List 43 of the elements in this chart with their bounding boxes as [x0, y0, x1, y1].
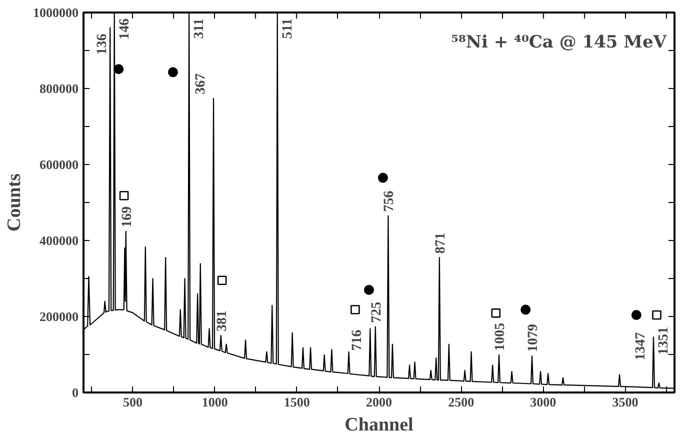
y-tick-label: 400000 — [40, 233, 78, 248]
point — [364, 284, 374, 295]
annotation: ⁵⁸Ni + ⁴⁰Ca @ 145 MeV — [451, 32, 668, 52]
y-tick-label: 1000000 — [33, 5, 78, 20]
annotation: 1351 — [656, 326, 672, 355]
point — [631, 310, 642, 320]
x-tick-label: 2500 — [448, 394, 474, 410]
annotation: 725 — [369, 302, 384, 323]
point — [217, 276, 227, 286]
point — [378, 172, 388, 183]
annotation: 511 — [280, 18, 296, 39]
y-axis-title: Counts — [4, 173, 25, 232]
x-tick-label: 1000 — [202, 394, 228, 410]
point — [168, 67, 178, 78]
annotation: 716 — [350, 330, 366, 351]
x-tick-label: 2000 — [366, 394, 392, 410]
point — [520, 304, 531, 315]
annotation: 367 — [194, 73, 209, 94]
line-series — [84, 12, 674, 389]
point — [491, 308, 501, 318]
point — [350, 305, 360, 314]
point — [119, 191, 129, 200]
annotation: 871 — [433, 232, 448, 254]
annotation: 1347 — [633, 332, 648, 360]
annotation: 756 — [382, 190, 398, 212]
y-tick-label: 800000 — [40, 81, 78, 96]
x-tick-label: 3500 — [612, 394, 638, 410]
annotation: 146 — [117, 18, 132, 40]
annotation: 169 — [120, 206, 135, 228]
annotation: 1079 — [526, 324, 542, 352]
y-tick-label: 600000 — [40, 157, 78, 172]
point — [114, 64, 124, 74]
y-tick-label: 200000 — [40, 309, 78, 324]
annotation: 381 — [214, 310, 230, 332]
x-tick-label: 500 — [123, 394, 142, 410]
annotation: 1005 — [493, 322, 508, 351]
x-tick-label: 1500 — [284, 394, 310, 410]
annotation: 311 — [192, 18, 208, 39]
annotation: 136 — [95, 34, 110, 55]
x-tick-label: 3000 — [530, 394, 556, 410]
x-axis-title: Channel — [344, 414, 414, 436]
y-tick-label: 0 — [72, 385, 78, 400]
point — [652, 310, 662, 320]
